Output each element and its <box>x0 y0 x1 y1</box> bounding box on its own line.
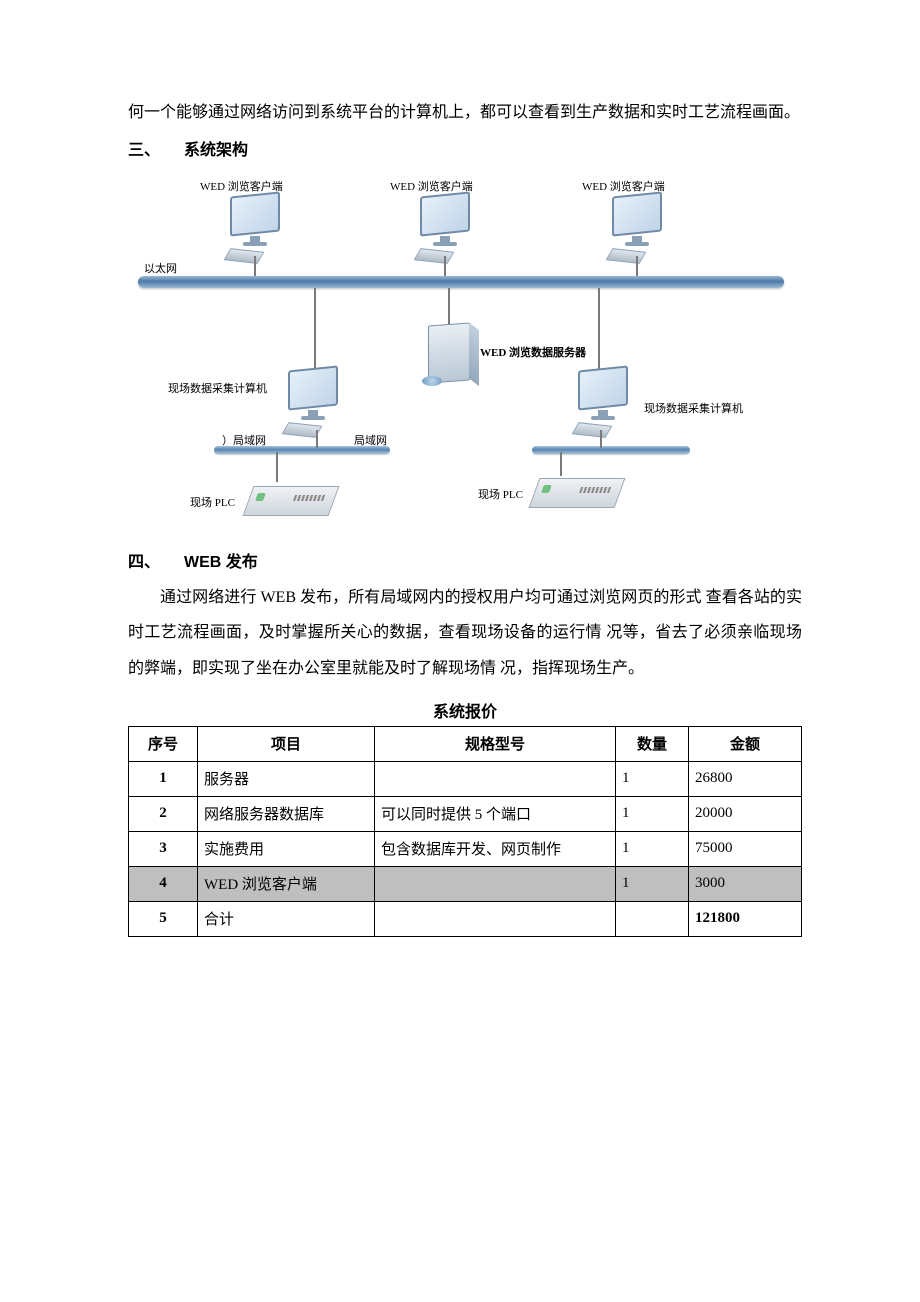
network-diagram: WED 浏览客户端 WED 浏览客户端 WED 浏览客户端 以太网 WED 浏览… <box>128 168 788 538</box>
connector-line <box>316 430 318 448</box>
cell-spec <box>375 901 616 936</box>
connector-line <box>314 288 316 370</box>
table-row: 1 服务器 1 26800 <box>129 761 802 796</box>
collector-label: 现场数据采集计算机 <box>168 380 267 396</box>
paragraph-intro: 何一个能够通过网络访问到系统平台的计算机上，都可以查看到生产数据和实时工艺流程画… <box>128 95 802 130</box>
cell-qty: 1 <box>616 866 689 901</box>
client-pc-icon <box>410 194 480 258</box>
lan-label: 局域网 <box>354 432 387 448</box>
connector-line <box>598 288 600 370</box>
connector-line <box>444 256 446 278</box>
connector-line <box>448 288 450 324</box>
client-pc-icon <box>602 194 672 258</box>
collector-pc-icon <box>278 368 348 432</box>
connector-line <box>276 452 278 482</box>
cell-qty: 1 <box>616 831 689 866</box>
cell-item: 服务器 <box>198 761 375 796</box>
cell-item: 网络服务器数据库 <box>198 796 375 831</box>
client-pc-icon <box>220 194 290 258</box>
table-header-row: 序号 项目 规格型号 数量 金额 <box>129 726 802 761</box>
cell-amount: 26800 <box>689 761 802 796</box>
cell-spec: 可以同时提供 5 个端口 <box>375 796 616 831</box>
collector-label: 现场数据采集计算机 <box>644 400 743 416</box>
cell-item: 合计 <box>198 901 375 936</box>
heading-section-3: 三、系统架构 <box>128 136 802 160</box>
cell-spec: 包含数据库开发、网页制作 <box>375 831 616 866</box>
connector-line <box>600 430 602 448</box>
collector-pc-icon <box>568 368 638 432</box>
col-header: 序号 <box>129 726 198 761</box>
cell-qty: 1 <box>616 796 689 831</box>
cell-qty <box>616 901 689 936</box>
cell-item: WED 浏览客户端 <box>198 866 375 901</box>
cell-spec <box>375 761 616 796</box>
table-row: 2 网络服务器数据库 可以同时提供 5 个端口 1 20000 <box>129 796 802 831</box>
connector-line <box>560 452 562 476</box>
heading-number: 三、 <box>128 136 184 160</box>
heading-number: 四、 <box>128 548 184 572</box>
cell-amount: 121800 <box>689 901 802 936</box>
price-table: 序号 项目 规格型号 数量 金额 1 服务器 1 26800 2 网络服务器数据… <box>128 726 802 937</box>
cell-idx: 1 <box>129 761 198 796</box>
connector-line <box>254 256 256 278</box>
client-label: WED 浏览客户端 <box>390 178 473 194</box>
server-label: WED 浏览数据服务器 <box>480 344 586 360</box>
col-header: 规格型号 <box>375 726 616 761</box>
lan-bus <box>532 446 690 454</box>
client-label: WED 浏览客户端 <box>582 178 665 194</box>
table-row: 3 实施费用 包含数据库开发、网页制作 1 75000 <box>129 831 802 866</box>
server-icon <box>428 324 470 382</box>
client-label: WED 浏览客户端 <box>200 178 283 194</box>
cell-idx: 3 <box>129 831 198 866</box>
cell-amount: 3000 <box>689 866 802 901</box>
plc-label: 现场 PLC <box>190 494 235 510</box>
heading-title: WEB 发布 <box>184 554 258 571</box>
ethernet-bus <box>138 276 784 288</box>
cell-amount: 75000 <box>689 831 802 866</box>
cell-amount: 20000 <box>689 796 802 831</box>
cell-item: 实施费用 <box>198 831 375 866</box>
lan-label: ）局域网 <box>222 432 266 448</box>
col-header: 金额 <box>689 726 802 761</box>
plc-icon <box>529 478 626 508</box>
plc-label: 现场 PLC <box>478 486 523 502</box>
cell-qty: 1 <box>616 761 689 796</box>
cell-idx: 5 <box>129 901 198 936</box>
col-header: 数量 <box>616 726 689 761</box>
table-row: 5 合计 121800 <box>129 901 802 936</box>
plc-icon <box>243 486 340 516</box>
connector-line <box>636 256 638 278</box>
cell-idx: 2 <box>129 796 198 831</box>
document-page: 何一个能够通过网络访问到系统平台的计算机上，都可以查看到生产数据和实时工艺流程画… <box>0 0 920 1302</box>
table-title: 系统报价 <box>128 698 802 722</box>
cell-spec <box>375 866 616 901</box>
heading-section-4: 四、WEB 发布 <box>128 548 802 572</box>
table-row: 4 WED 浏览客户端 1 3000 <box>129 866 802 901</box>
cell-idx: 4 <box>129 866 198 901</box>
paragraph-web: 通过网络进行 WEB 发布，所有局域网内的授权用户均可通过浏览网页的形式 查看各… <box>128 580 802 686</box>
col-header: 项目 <box>198 726 375 761</box>
ethernet-label: 以太网 <box>144 260 177 276</box>
heading-title: 系统架构 <box>184 142 248 159</box>
